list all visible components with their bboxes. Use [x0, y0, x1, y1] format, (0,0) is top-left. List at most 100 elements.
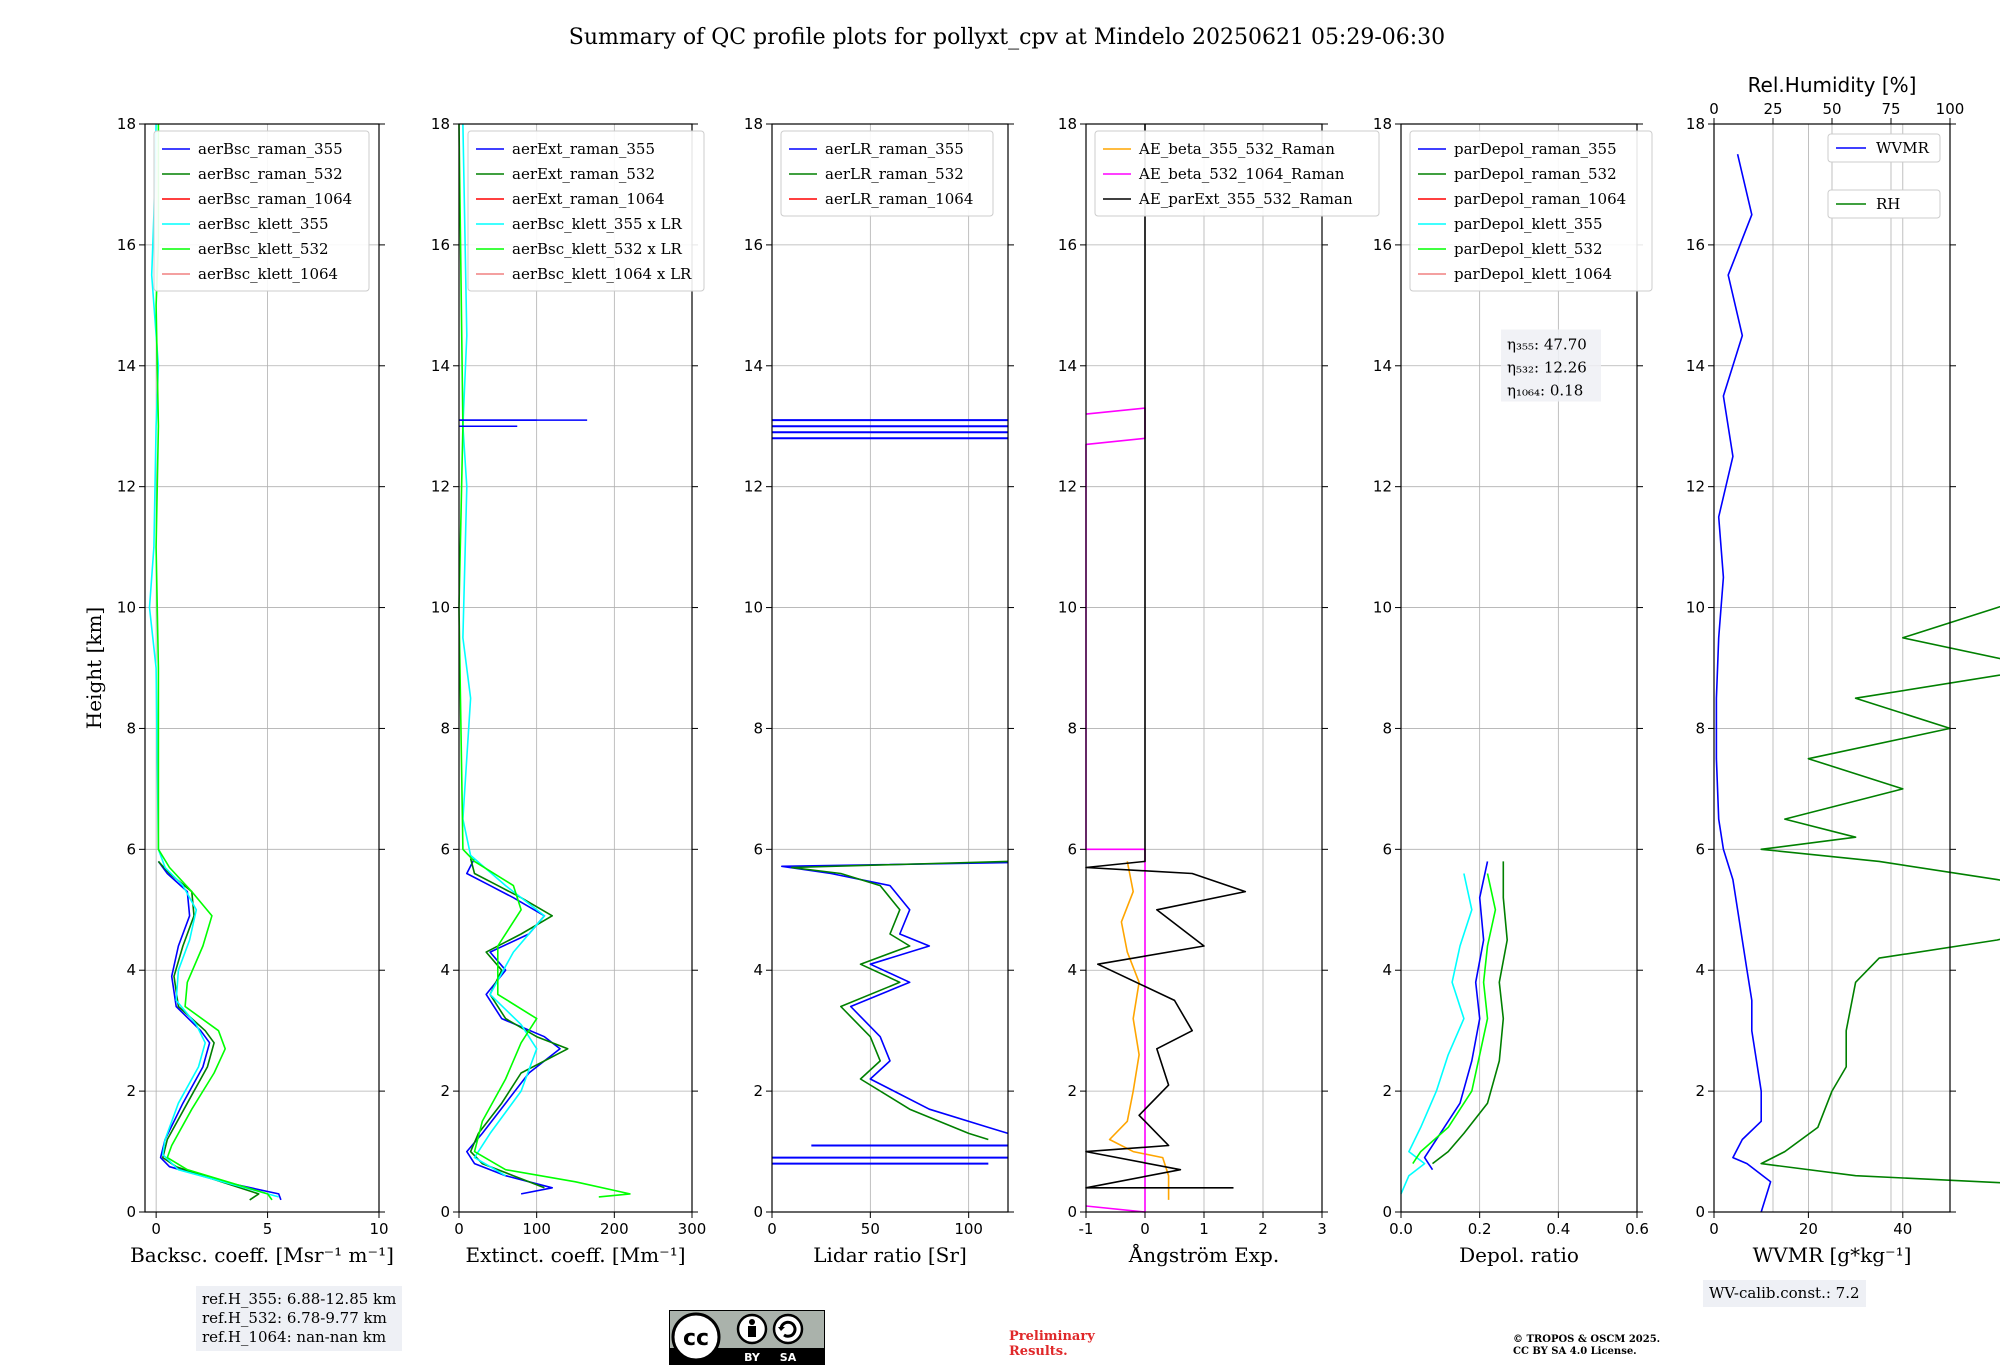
x2-axis-label: Rel.Humidity [%]	[1748, 73, 1917, 97]
x-tick-label: 5	[263, 1220, 273, 1238]
series-line-RH	[1760, 605, 2000, 1184]
y-axis-label: Height [km]	[82, 607, 106, 729]
x-tick-label: -1	[1079, 1220, 1094, 1238]
y-tick-label: 2	[753, 1082, 763, 1100]
series-line-parDepol_raman_355	[1423, 861, 1489, 1171]
y-tick-label: 8	[1067, 719, 1077, 737]
eta-value: η₁₀₆₄: 0.18	[1507, 382, 1583, 400]
series-line-aerBsc_raman_355	[157, 860, 282, 1201]
x-tick-label: 0	[454, 1220, 464, 1238]
legend-entry: aerExt_raman_532	[512, 165, 655, 183]
figure-title: Summary of QC profile plots for pollyxt_…	[569, 25, 1445, 50]
y-tick-label: 16	[744, 236, 763, 254]
series-line-parDepol_klett_532	[1412, 873, 1497, 1165]
legend-entry: aerBsc_klett_532	[198, 240, 329, 258]
y-tick-label: 8	[440, 719, 450, 737]
y-tick-label: 10	[1058, 599, 1077, 617]
license-by-label: BY	[744, 1351, 761, 1364]
eta-value: η₃₅₅: 47.70	[1507, 336, 1587, 354]
preliminary-results-note: Preliminary Results.	[1009, 1329, 1095, 1359]
legend-entry: aerBsc_raman_1064	[198, 190, 352, 208]
legend-entry: aerBsc_klett_1064 x LR	[512, 265, 692, 283]
legend-entry: RH	[1876, 195, 1900, 213]
series-line-aerBsc_klett_532	[155, 124, 273, 1201]
legend-entry: parDepol_raman_355	[1454, 140, 1617, 158]
x2-tick-label: 0	[1709, 100, 1719, 118]
legend-entry: parDepol_klett_1064	[1454, 265, 1612, 283]
y-tick-label: 18	[1058, 115, 1077, 133]
x-tick-label: 0.0	[1389, 1220, 1413, 1238]
eta-value: η₅₃₂: 12.26	[1507, 359, 1587, 377]
legend-box	[467, 130, 705, 292]
legend-entry: parDepol_raman_532	[1454, 165, 1617, 183]
legend-entry: aerLR_raman_1064	[825, 190, 973, 208]
series-line-WVMR	[1715, 154, 1772, 1213]
eta-box	[1501, 329, 1601, 402]
legend-entry: aerBsc_klett_355	[198, 215, 329, 233]
ref-height-1064: ref.H_1064: nan-nan km	[202, 1328, 387, 1346]
x-tick-label: 1	[1199, 1220, 1209, 1238]
legend-box	[780, 130, 994, 217]
x2-tick-label: 50	[1822, 100, 1841, 118]
y-tick-label: 18	[1686, 115, 1705, 133]
legend-entry: aerExt_raman_355	[512, 140, 655, 158]
y-tick-label: 14	[117, 357, 136, 375]
y-tick-label: 8	[1382, 719, 1392, 737]
axes-frame	[1400, 123, 1638, 1213]
y-tick-label: 16	[1686, 236, 1705, 254]
legend-entry: aerBsc_klett_1064	[198, 265, 338, 283]
x-axis-label: Ångström Exp.	[1128, 1242, 1279, 1267]
y-tick-label: 6	[126, 840, 136, 858]
x-tick-label: 0	[767, 1220, 777, 1238]
legend-entry: parDepol_klett_355	[1454, 215, 1603, 233]
wv-calibration-box: WV-calib.const.: 7.2	[1703, 1280, 1866, 1307]
y-tick-label: 0	[753, 1203, 763, 1221]
legend-entry: parDepol_klett_532	[1454, 240, 1603, 258]
legend-entry: aerLR_raman_532	[825, 165, 964, 183]
license-sa-label: SA	[780, 1351, 797, 1364]
series-line-aerLR_raman_532	[790, 860, 1009, 1141]
y-tick-label: 16	[431, 236, 450, 254]
axes-frame	[458, 123, 693, 1213]
series-line-AE_parExt_355_532_Raman	[1085, 124, 1247, 1189]
series-line-parDepol_klett_355	[1400, 873, 1473, 1195]
y-tick-label: 12	[431, 478, 450, 496]
x-tick-label: 40	[1893, 1220, 1912, 1238]
y-tick-label: 12	[1686, 478, 1705, 496]
legend-entry: parDepol_raman_1064	[1454, 190, 1626, 208]
y-tick-label: 14	[1373, 357, 1392, 375]
legend-entry: aerLR_raman_355	[825, 140, 964, 158]
legend-box	[1827, 133, 1941, 163]
y-tick-label: 2	[440, 1082, 450, 1100]
y-tick-label: 18	[1373, 115, 1392, 133]
x-tick-label: 50	[861, 1220, 880, 1238]
x-tick-label: 0.4	[1546, 1220, 1570, 1238]
x-axis-label: Depol. ratio	[1459, 1243, 1579, 1267]
y-tick-label: 12	[1058, 478, 1077, 496]
cc-by-sa-icon: cc BY SA	[669, 1310, 825, 1365]
x-tick-label: 0	[1709, 1220, 1719, 1238]
x-tick-label: 0	[1140, 1220, 1150, 1238]
x-tick-label: 0.2	[1468, 1220, 1492, 1238]
legend-entry: AE_beta_532_1064_Raman	[1138, 165, 1345, 183]
x-tick-label: 100	[522, 1220, 551, 1238]
y-tick-label: 8	[126, 719, 136, 737]
panel-1: 0 2 4 6 8 10 12 14 16 18 0 5 10 Backsc. coeff. [Msr⁻¹…	[82, 115, 394, 1267]
y-tick-label: 2	[1695, 1082, 1705, 1100]
ref-height-355: ref.H_355: 6.88-12.85 km	[202, 1290, 397, 1308]
series-line-aerExt_raman_355	[466, 858, 561, 1195]
ref-height-532: ref.H_532: 6.78-9.77 km	[202, 1309, 387, 1327]
x-axis-label: Lidar ratio [Sr]	[813, 1243, 967, 1267]
x2-tick-label: 75	[1881, 100, 1900, 118]
series-line-aerBsc_klett_355	[148, 123, 279, 1198]
y-tick-label: 18	[431, 115, 450, 133]
y-tick-label: 0	[1067, 1203, 1077, 1221]
y-tick-label: 12	[117, 478, 136, 496]
prelim-line-1: Preliminary	[1009, 1329, 1095, 1344]
series-line-aerBsc_klett_532 x LR	[458, 123, 631, 1198]
y-tick-label: 8	[753, 719, 763, 737]
legend-entry: aerBsc_raman_532	[198, 165, 343, 183]
